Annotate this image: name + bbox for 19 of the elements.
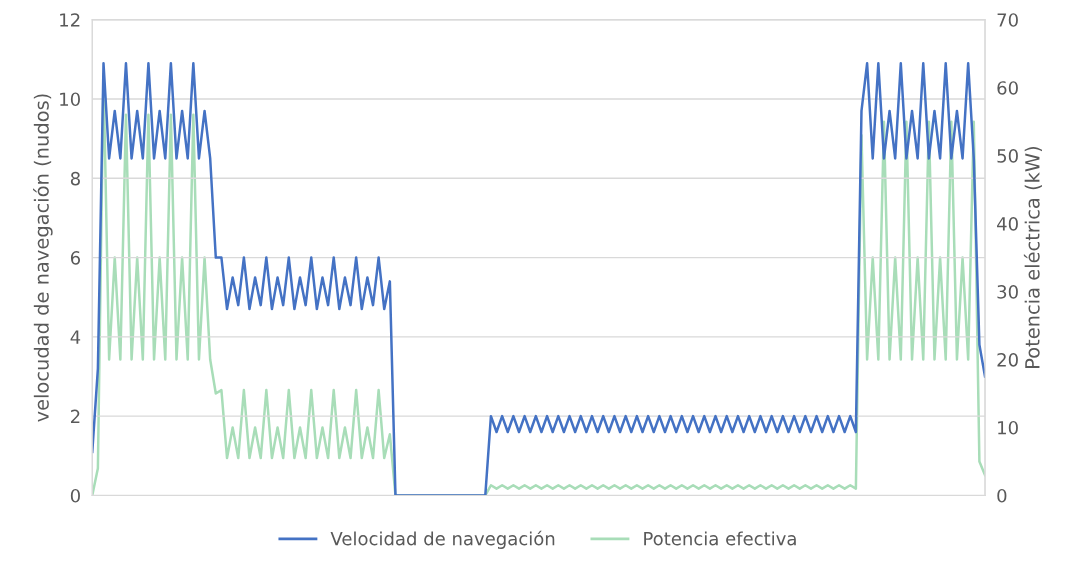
- y2-tick-label: 20: [997, 352, 1018, 367]
- y2-tick-label: 0: [997, 488, 1007, 503]
- y2-axis-title: Potencia eléctrica (kW): [1023, 146, 1042, 368]
- y-tick-label: 4: [70, 330, 81, 344]
- legend-label: Potencia efectiva: [644, 531, 796, 546]
- y-axis-title: velocudad de navegación (nudos): [33, 94, 53, 422]
- y-tick-label: 2: [71, 409, 80, 424]
- y2-tick-label: 40: [997, 217, 1018, 231]
- y-tick-label: 8: [70, 171, 80, 186]
- y2-tick-label: 30: [997, 285, 1018, 299]
- y-tick-label: 6: [70, 251, 81, 265]
- y2-tick-label: 70: [997, 13, 1018, 27]
- y-tick-label: 0: [70, 488, 80, 503]
- y-tick-label: 12: [60, 13, 80, 27]
- y-tick-label: 10: [60, 92, 80, 107]
- y2-tick-label: 50: [997, 149, 1018, 163]
- legend-label: Velocidad de navegación: [330, 530, 555, 549]
- y2-tick-label: 60: [997, 81, 1018, 95]
- y2-tick-label: 10: [998, 420, 1018, 435]
